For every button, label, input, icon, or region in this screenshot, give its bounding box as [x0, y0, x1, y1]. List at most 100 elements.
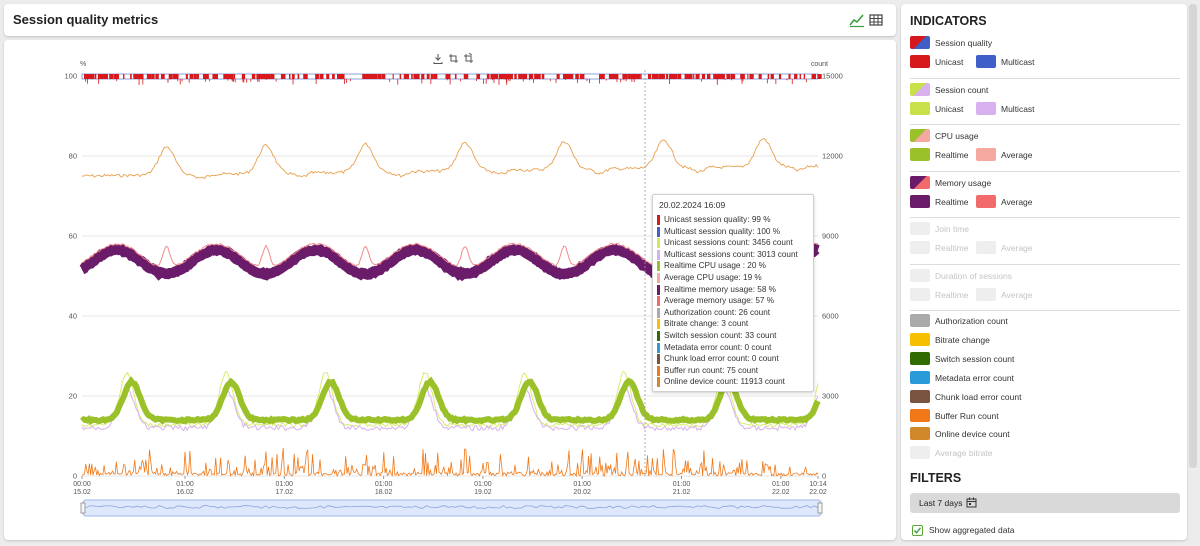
indicator-sub-swatch[interactable] — [910, 287, 930, 301]
indicator-group-swatch[interactable] — [910, 36, 930, 49]
indicator-group-swatch[interactable] — [910, 222, 930, 235]
indicator-sub-swatch[interactable] — [910, 241, 930, 254]
indicator-label[interactable]: Average bitrate — [935, 448, 993, 459]
unicast-quality-mark — [109, 74, 114, 79]
indicator-sub-label[interactable]: Realtime — [935, 150, 969, 160]
unicast-quality-mark — [174, 74, 179, 79]
indicator-sub-label[interactable]: Average — [1001, 243, 1033, 253]
unicast-quality-mark — [495, 74, 499, 79]
unicast-quality-mark — [519, 74, 523, 79]
unicast-quality-mark — [134, 74, 138, 79]
unicast-quality-mark — [377, 74, 382, 79]
indicator-label[interactable]: Online device count — [935, 429, 1010, 440]
indicator-sub-label[interactable]: Realtime — [935, 196, 969, 207]
left-axis-label: % — [80, 61, 86, 68]
indicator-swatch[interactable] — [910, 408, 930, 422]
tooltip-row: Switch session count: 33 count — [657, 331, 776, 342]
tooltip-row: Buffer run count: 75 count — [657, 365, 758, 377]
unicast-quality-mark — [94, 74, 97, 79]
indicator-label[interactable]: Switch session count — [935, 353, 1015, 364]
unicast-quality-mark — [770, 74, 774, 79]
panel-scrollbar[interactable] — [1189, 4, 1197, 468]
indicator-group-label[interactable]: Session quality — [935, 38, 993, 48]
x-tick-date: 17.02 — [276, 489, 294, 496]
table-view-icon[interactable] — [868, 12, 884, 28]
unicast-quality-mark — [541, 74, 545, 79]
indicator-sub-swatch[interactable] — [910, 194, 930, 208]
indicator-group-label[interactable]: Memory usage — [935, 177, 992, 188]
unicast-quality-mark — [123, 74, 125, 79]
zoom-select-icon[interactable] — [449, 54, 458, 63]
indicator-group-label[interactable]: Duration of sessions — [935, 270, 1013, 281]
indicator-label[interactable]: Buffer Run count — [935, 410, 999, 421]
unicast-quality-mark — [87, 74, 92, 79]
indicator-group-label[interactable]: Session count — [935, 84, 989, 95]
indicator-swatch[interactable] — [910, 389, 930, 403]
unicast-quality-mark — [326, 74, 330, 79]
period-filter-button[interactable]: Last 7 days — [910, 493, 1180, 513]
indicator-sub-swatch[interactable] — [976, 287, 996, 301]
indicator-sub-swatch[interactable] — [910, 55, 930, 68]
tooltip-row-text: Online device count: 11913 count — [664, 377, 785, 387]
indicator-label[interactable]: Chunk load error count — [935, 391, 1022, 402]
indicator-sub-swatch[interactable] — [910, 148, 930, 161]
unicast-quality-mark — [233, 74, 236, 79]
show-aggregated-label: Show aggregated data — [929, 525, 1015, 535]
unicast-quality-mark — [252, 74, 256, 79]
indicator-swatch[interactable] — [910, 427, 930, 441]
x-tick-time: 01:00 — [276, 481, 294, 488]
indicator-sub-label[interactable]: Realtime — [935, 289, 969, 300]
indicator-sub-label[interactable]: Average — [1001, 150, 1033, 160]
unicast-quality-mark — [622, 74, 628, 79]
right-tick-label: 3000 — [822, 392, 839, 401]
zoom-reset-icon[interactable] — [464, 52, 473, 63]
indicator-group-label[interactable]: CPU usage — [935, 131, 979, 141]
unicast-quality-mark — [706, 74, 711, 79]
indicator-group-swatch[interactable] — [910, 129, 930, 142]
indicator-label[interactable]: Bitrate change — [935, 334, 990, 345]
unicast-quality-mark — [684, 74, 689, 79]
unicast-quality-mark — [600, 74, 603, 79]
x-tick-time: 01:00 — [673, 481, 691, 488]
indicator-group-swatch[interactable] — [910, 268, 930, 282]
indicator-swatch[interactable] — [910, 446, 930, 460]
navigator-left-handle[interactable] — [80, 502, 86, 514]
navigator-series — [85, 505, 819, 509]
indicator-sub-label[interactable]: Unicast — [935, 103, 964, 114]
indicator-sub-swatch[interactable] — [976, 194, 996, 208]
unicast-quality-mark — [628, 74, 634, 79]
indicator-sub-label[interactable]: Multicast — [1001, 103, 1035, 114]
indicator-group-label[interactable]: Join time — [935, 224, 970, 234]
unicast-quality-mark — [531, 74, 534, 79]
indicator-label[interactable]: Metadata error count — [935, 372, 1014, 383]
indicator-sub-swatch[interactable] — [976, 55, 996, 68]
download-icon[interactable] — [433, 54, 443, 64]
indicator-sub-swatch[interactable] — [976, 241, 996, 254]
indicator-sub-swatch[interactable] — [910, 101, 930, 115]
indicators-panel: INDICATORS FILTERS Last 7 days Show aggr… — [901, 4, 1187, 540]
indicator-sub-swatch[interactable] — [976, 148, 996, 161]
indicator-swatch[interactable] — [910, 351, 930, 365]
indicator-group-swatch[interactable] — [910, 82, 930, 96]
unicast-quality-mark — [261, 74, 266, 79]
indicator-sub-label[interactable]: Average — [1001, 289, 1033, 300]
show-aggregated-checkbox[interactable] — [912, 525, 923, 536]
indicator-separator — [910, 170, 1180, 172]
indicator-sub-label[interactable]: Average — [1001, 196, 1033, 207]
indicator-sub-label[interactable]: Multicast — [1001, 57, 1035, 67]
unicast-quality-mark — [168, 74, 173, 79]
tooltip-row: Realtime CPU usage : 20 % — [657, 261, 766, 272]
indicator-group-swatch[interactable] — [910, 175, 930, 189]
indicator-separator — [910, 77, 1180, 79]
indicator-label[interactable]: Authorization count — [935, 316, 1008, 326]
indicator-sub-swatch[interactable] — [976, 101, 996, 115]
indicator-swatch[interactable] — [910, 314, 930, 327]
indicator-swatch[interactable] — [910, 370, 930, 384]
unicast-quality-mark — [693, 74, 695, 79]
chart-view-icon[interactable] — [849, 12, 865, 28]
unicast-quality-mark — [614, 74, 619, 79]
indicator-swatch[interactable] — [910, 332, 930, 346]
navigator-right-handle[interactable] — [817, 502, 823, 514]
indicator-sub-label[interactable]: Unicast — [935, 57, 964, 67]
indicator-sub-label[interactable]: Realtime — [935, 243, 969, 253]
